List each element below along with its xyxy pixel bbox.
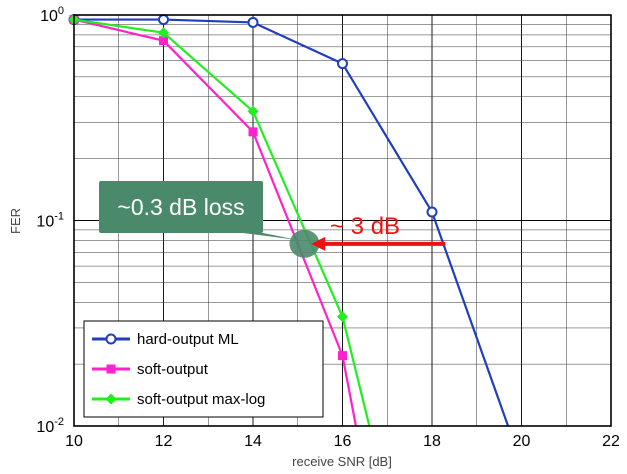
y-tick-label: 10-1 xyxy=(36,211,64,231)
x-tick-label: 22 xyxy=(602,433,620,450)
legend-marker-max-log xyxy=(105,393,117,405)
grid xyxy=(74,15,611,426)
series-marker-2 xyxy=(247,105,259,117)
series-marker-2 xyxy=(337,311,348,323)
annotation-3db: ~ 3 dB xyxy=(311,213,446,251)
x-tick-label: 16 xyxy=(334,433,352,450)
annotation-loss-text: ~0.3 dB loss xyxy=(117,194,244,220)
legend-label-soft-output: soft-output xyxy=(137,361,209,378)
legend-label-hard-output: hard-output ML xyxy=(137,331,239,348)
plot-frame xyxy=(73,14,612,427)
annotation-ellipse xyxy=(289,229,320,258)
y-tick-label: 10-2 xyxy=(36,416,64,436)
y-axis-label: FER xyxy=(8,208,23,234)
legend-marker-hard-output xyxy=(105,333,117,345)
tick-labels: 10 12 14 16 18 20 22 100 10-1 10-2 xyxy=(36,5,620,450)
annotation-3db-text: ~ 3 dB xyxy=(330,213,400,240)
annotation-loss-pointer xyxy=(243,233,298,240)
annotation-arrow-head xyxy=(311,236,326,251)
x-tick-label: 10 xyxy=(65,433,83,450)
series-marker-1 xyxy=(248,127,258,137)
annotation-loss-box xyxy=(99,181,263,233)
annotation-loss: ~0.3 dB loss xyxy=(99,181,298,240)
legend-entry-soft-output-max-log: soft-output max-log xyxy=(92,391,265,408)
series-marker-0 xyxy=(158,14,169,26)
series-line-0 xyxy=(74,18,510,427)
legend-entry-soft-output: soft-output xyxy=(92,361,209,378)
legend: hard-output ML soft-output soft-output m… xyxy=(83,320,324,418)
series-marker-2 xyxy=(158,27,169,39)
x-tick-label: 18 xyxy=(423,433,441,450)
series-marker-0 xyxy=(337,58,348,70)
y-tick-label: 100 xyxy=(40,5,64,25)
x-tick-label: 14 xyxy=(244,433,262,450)
legend-label-max-log: soft-output max-log xyxy=(137,391,265,408)
series-marker-1 xyxy=(159,36,168,46)
x-tick-label: 20 xyxy=(513,433,531,450)
y-tick-exponent: -2 xyxy=(54,416,64,428)
legend-marker-soft-output xyxy=(106,364,116,374)
series-marker-1 xyxy=(338,351,347,361)
y-tick-exponent: 0 xyxy=(58,5,64,17)
y-tick-exponent: -1 xyxy=(54,211,64,223)
x-tick-label: 12 xyxy=(155,433,173,450)
series-marker-0 xyxy=(247,16,259,28)
legend-entry-hard-output: hard-output ML xyxy=(92,331,239,348)
series-marker-0 xyxy=(426,206,438,218)
x-axis-label: receive SNR [dB] xyxy=(292,454,392,469)
